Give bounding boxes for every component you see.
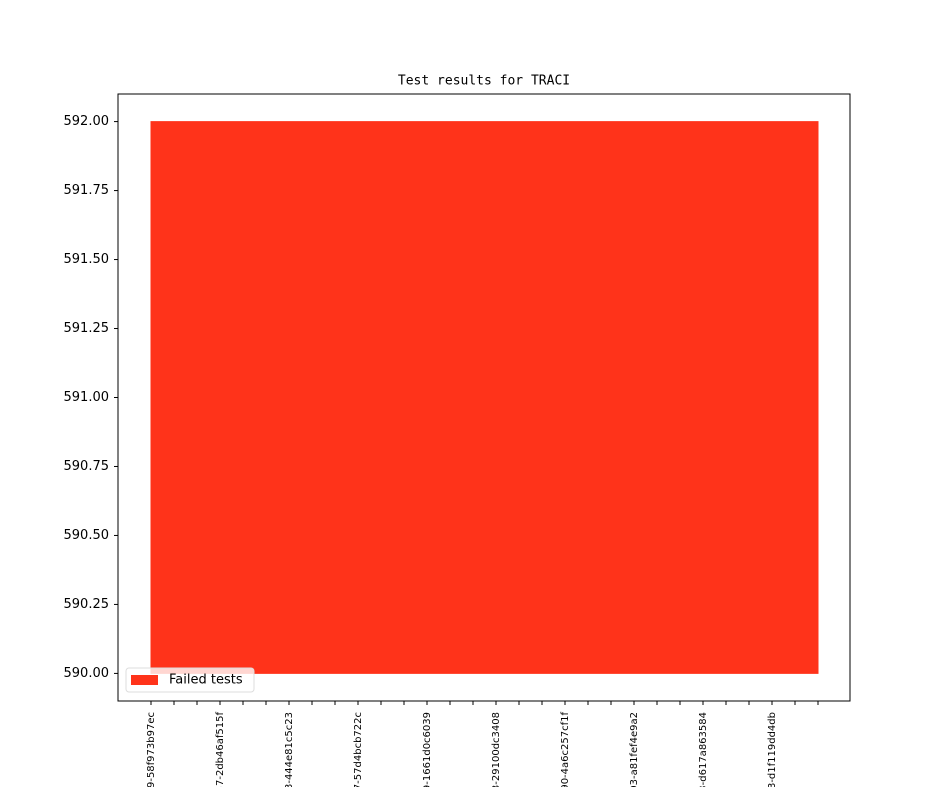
x-tick-label: 3-29100dc3408 [491, 712, 502, 787]
chart-title: Test results for TRACI [398, 74, 570, 89]
legend-label: Failed tests [169, 673, 243, 688]
legend-swatch [131, 675, 158, 685]
y-tick-label: 590.75 [64, 459, 110, 474]
y-tick-label: 590.25 [64, 597, 110, 612]
x-tick-label: 7-57d4bcb722c [353, 712, 364, 787]
x-tick-label: 90-4a6c257cf1f [560, 712, 571, 787]
x-tick-label: 3-d617a863584 [698, 712, 709, 787]
legend: Failed tests [125, 667, 255, 693]
x-tick-label: 9-1661d0c6039 [422, 712, 433, 787]
area [150, 121, 819, 674]
x-tick-label: 03-a81fef4e9a2 [629, 712, 640, 787]
y-tick-label: 591.50 [64, 252, 110, 267]
y-tick-label: 591.25 [64, 321, 110, 336]
y-tick-label: 591.00 [64, 390, 110, 405]
x-tick-label: 37-2db46af515f [215, 712, 226, 787]
y-tick-label: 590.50 [64, 528, 110, 543]
legend-frame [125, 667, 255, 693]
x-tick-label: 3-d1f119dd4db [767, 712, 778, 787]
x-tick-label: 3-444e81c5c23 [284, 712, 295, 787]
x-tick-label: 9-58f973b97ec [146, 712, 157, 787]
y-tick-label: 590.00 [64, 666, 110, 681]
y-tick-label: 591.75 [64, 183, 110, 198]
y-tick-label: 592.00 [64, 114, 110, 129]
